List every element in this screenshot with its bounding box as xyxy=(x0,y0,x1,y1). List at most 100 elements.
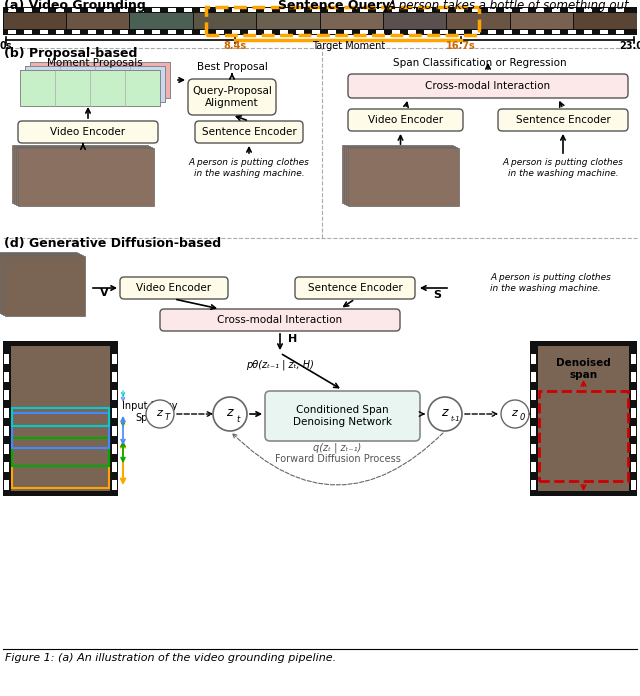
Bar xyxy=(312,30,320,34)
Bar xyxy=(8,30,16,34)
Bar xyxy=(392,8,400,12)
Bar xyxy=(584,30,592,34)
Bar xyxy=(344,146,455,204)
Bar xyxy=(104,8,112,12)
Bar xyxy=(344,30,352,34)
Bar xyxy=(3,7,637,35)
Bar xyxy=(342,145,453,203)
Bar xyxy=(120,30,128,34)
Bar xyxy=(488,30,496,34)
Bar xyxy=(328,8,336,12)
Text: z: z xyxy=(441,406,447,420)
Bar xyxy=(0,253,79,313)
Bar xyxy=(184,30,192,34)
Text: 0: 0 xyxy=(520,413,525,422)
Bar xyxy=(520,8,528,12)
Bar xyxy=(531,444,536,454)
Bar xyxy=(136,8,144,12)
Bar xyxy=(20,70,160,106)
Bar xyxy=(264,8,272,12)
Text: (d) Generative Diffusion-based: (d) Generative Diffusion-based xyxy=(4,237,221,251)
Bar xyxy=(112,372,117,382)
Bar xyxy=(257,13,319,29)
Bar xyxy=(168,30,176,34)
Bar xyxy=(424,30,432,34)
FancyBboxPatch shape xyxy=(295,277,415,299)
Text: Span Classification or Regression: Span Classification or Regression xyxy=(393,58,567,68)
Bar xyxy=(296,30,304,34)
Bar xyxy=(194,13,256,29)
Text: z: z xyxy=(226,406,232,420)
Circle shape xyxy=(213,397,247,431)
Bar xyxy=(248,30,256,34)
Text: Best Proposal: Best Proposal xyxy=(196,62,268,72)
Bar xyxy=(440,30,448,34)
Bar xyxy=(4,390,9,400)
Bar xyxy=(56,8,64,12)
Bar xyxy=(40,8,48,12)
Text: (b) Proposal-based: (b) Proposal-based xyxy=(4,47,138,61)
Bar xyxy=(1,254,81,314)
Bar xyxy=(631,426,636,436)
Bar xyxy=(25,66,165,102)
Text: (a) Video Grounding: (a) Video Grounding xyxy=(4,0,146,13)
Bar xyxy=(344,8,352,12)
FancyBboxPatch shape xyxy=(188,79,276,115)
Bar xyxy=(112,354,117,364)
Text: Conditioned Span
Denoising Network: Conditioned Span Denoising Network xyxy=(293,405,392,427)
Bar xyxy=(12,438,109,466)
Bar xyxy=(216,8,224,12)
Bar xyxy=(584,8,592,12)
Bar xyxy=(472,30,480,34)
Text: A person is putting clothes
in the washing machine.: A person is putting clothes in the washi… xyxy=(189,158,309,177)
Text: A person is putting clothes
in the washing machine.: A person is putting clothes in the washi… xyxy=(490,274,611,293)
Text: Moment Proposals: Moment Proposals xyxy=(47,58,143,68)
FancyBboxPatch shape xyxy=(195,121,303,143)
Bar xyxy=(131,13,193,29)
Bar xyxy=(264,30,272,34)
Bar xyxy=(631,408,636,418)
Text: 23.0s: 23.0s xyxy=(619,41,640,51)
Bar xyxy=(4,480,9,490)
Bar xyxy=(8,8,16,12)
Bar xyxy=(456,30,464,34)
Text: t: t xyxy=(236,415,239,423)
Text: V: V xyxy=(100,288,109,298)
Text: Sentence Encoder: Sentence Encoder xyxy=(308,283,403,293)
Bar xyxy=(168,8,176,12)
FancyBboxPatch shape xyxy=(348,109,463,131)
FancyBboxPatch shape xyxy=(498,109,628,131)
Text: q(zₜ | zₜ₋₁): q(zₜ | zₜ₋₁) xyxy=(314,443,362,453)
Bar xyxy=(346,147,457,205)
Bar xyxy=(568,8,576,12)
Text: Cross-modal Interaction: Cross-modal Interaction xyxy=(426,81,550,91)
Bar xyxy=(531,462,536,472)
Bar xyxy=(447,13,509,29)
Bar xyxy=(539,391,628,481)
Bar xyxy=(531,480,536,490)
Text: Sentence Encoder: Sentence Encoder xyxy=(202,127,296,137)
Text: H: H xyxy=(288,334,297,344)
Bar xyxy=(280,30,288,34)
Text: z: z xyxy=(511,408,517,418)
Circle shape xyxy=(428,397,462,431)
Bar xyxy=(112,408,117,418)
Bar xyxy=(120,8,128,12)
Bar xyxy=(18,148,154,206)
Bar xyxy=(488,8,496,12)
Bar xyxy=(531,372,536,382)
Bar xyxy=(56,30,64,34)
Bar xyxy=(4,462,9,472)
Bar xyxy=(24,8,32,12)
Text: Video Encoder: Video Encoder xyxy=(51,127,125,137)
Bar xyxy=(4,426,9,436)
Text: Forward Diffusion Process: Forward Diffusion Process xyxy=(275,454,401,464)
Bar xyxy=(88,30,96,34)
Text: Input Noisy
Spans: Input Noisy Spans xyxy=(122,401,178,422)
Bar xyxy=(424,8,432,12)
Bar xyxy=(631,372,636,382)
Bar xyxy=(200,30,208,34)
Bar xyxy=(472,8,480,12)
Bar xyxy=(360,30,368,34)
Bar xyxy=(376,8,384,12)
